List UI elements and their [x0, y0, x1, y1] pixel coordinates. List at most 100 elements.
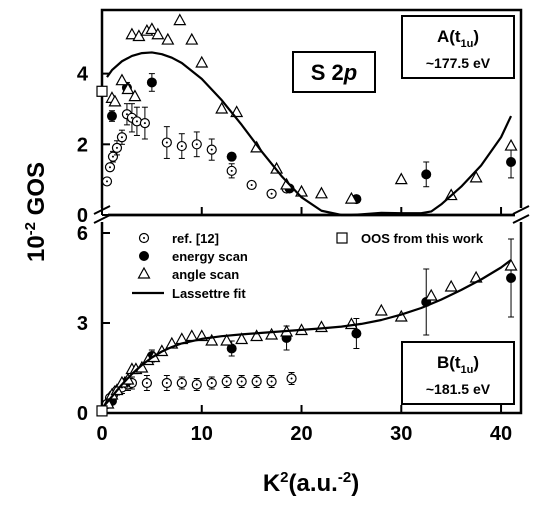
panel-a-ref-12-point-2-dot [111, 155, 114, 158]
panel-a-ref-12-point-3-dot [115, 146, 118, 149]
legend: ref. [12] energy scan angle scan Lassett… [132, 231, 484, 301]
panel-b-ref-12-point-11-dot [210, 382, 213, 384]
panel-a-ref-12-point-1-dot [108, 166, 111, 169]
legend-ref-label: ref. [12] [172, 231, 219, 246]
axis-break-right [512, 205, 530, 224]
panel-b-angle-scan-point-16 [220, 333, 234, 346]
y-tick-label-b-3: 3 [77, 313, 88, 335]
legend-ref-marker [138, 232, 150, 244]
panel-a-energy-scan-point-7 [506, 156, 517, 167]
panel-a-fit-line [106, 51, 513, 217]
panel-b-angle-scan-point-27 [444, 279, 458, 292]
panel-a-angle-scan-point-1 [108, 94, 122, 107]
legend-angle-marker [137, 266, 151, 279]
panel-b-label: B(t1u) [437, 353, 479, 376]
panel-b-ref-12-point-8-dot [165, 382, 168, 384]
panel-a-angle-scan-point-9 [151, 27, 165, 40]
panel-b-ref-12-point-14-dot [255, 380, 258, 383]
panel-a-ref-12-point-14-dot [250, 183, 253, 186]
y-tick-label-a-2: 2 [77, 134, 88, 156]
y-axis-title: 10-2 GOS [22, 162, 50, 262]
panel-b-energy: ~181.5 eV [426, 381, 491, 397]
panel-b-angle-scan-point-18 [250, 329, 264, 342]
panel-a-angle-scan-point-14 [215, 101, 229, 114]
panel-a-angle-scan-point-4 [125, 27, 139, 40]
panel-b-ref-12-point-7-dot [145, 382, 148, 384]
y-tick-label-a-4: 4 [77, 64, 89, 86]
panel-a-ref-12-point-8-dot [143, 122, 146, 125]
legend-energy-label: energy scan [172, 249, 248, 264]
panel-b-oos-from-this-work-point-0 [96, 405, 108, 417]
panel-b-ref-12-point-10-dot [195, 383, 198, 386]
panel-a-angle-scan-point-21 [344, 191, 358, 204]
x-tick-label-0: 0 [96, 423, 107, 445]
panel-a-ref-12-point-0-dot [105, 180, 108, 183]
panel-b-energy-scan-point-7 [506, 273, 517, 283]
panel-a-angle-scan-point-22 [394, 172, 408, 185]
panel-a-energy-scan-point-2 [146, 77, 157, 88]
panel-a-angle-scan-point-20 [314, 186, 328, 199]
panel-a-label-box [401, 15, 515, 79]
panel-b-angle-scan-point-13 [185, 329, 199, 342]
y-tick-label-b-0: 0 [77, 403, 88, 425]
panel-a-angle-scan-point-2 [115, 73, 129, 86]
panel-a-energy-scan-point-6 [421, 169, 432, 180]
legend-angle-label: angle scan [172, 267, 239, 282]
legend-fit-label: Lassettre fit [172, 286, 246, 301]
panel-a-angle-scan-point-3 [121, 82, 135, 95]
panel-b-ref-12-point-12-dot [225, 380, 228, 383]
panel-a-ref-12-point-10-dot [180, 145, 183, 148]
panel-a-data [96, 13, 518, 217]
panel-a-energy-scan-point-0 [106, 111, 117, 122]
panel-a-ref-12-point-6-dot [130, 116, 133, 119]
x-tick-label-10: 10 [191, 423, 213, 445]
y-tick-label-b-6: 6 [77, 223, 88, 245]
panel-a-ref-12-point-9-dot [165, 141, 168, 144]
panel-a-ref-12-point-13-dot [230, 169, 233, 172]
legend-oos-label: OOS from this work [361, 231, 484, 246]
panel-b-energy-scan-point-3 [226, 343, 237, 354]
panel-a-angle-scan-point-10 [161, 32, 175, 45]
panel-b-angle-scan-point-29 [504, 258, 518, 271]
panel-a-oos-from-this-work-point-0 [96, 85, 108, 97]
panel-b-ref-12-point-15-dot [270, 380, 273, 383]
panel-b-frame [100, 213, 523, 415]
legend-oos-marker [336, 232, 348, 244]
panel-a-ref-12-point-7-dot [135, 120, 138, 123]
x-tick-label-40: 40 [490, 423, 512, 445]
panel-a-ref-12-point-5-dot [125, 113, 128, 116]
s2p-box [292, 51, 376, 93]
panel-b-angle-scan-point-19 [265, 327, 279, 340]
panel-a-energy-scan-point-3 [226, 151, 237, 162]
x-axis-title: K2(a.u.-2) [263, 469, 359, 497]
panel-b-angle-scan-point-26 [424, 288, 438, 301]
panel-b-angle-scan-point-17 [235, 332, 249, 345]
panel-b-ref-12-point-16-dot [290, 377, 293, 380]
x-tick-label-30: 30 [390, 423, 412, 445]
panel-b-energy-scan-point-5 [351, 328, 362, 339]
panel-a-angle-scan-point-13 [195, 55, 209, 68]
panel-b-ref-12-point-13-dot [240, 380, 243, 383]
x-tick-label-20: 20 [290, 423, 312, 445]
panel-a-ref-12-point-11-dot [195, 143, 198, 146]
panel-b-angle-scan-point-15 [205, 333, 219, 346]
panel-a-energy: ~177.5 eV [426, 55, 491, 71]
panel-a-label: A(t1u) [437, 27, 479, 50]
axis-break-left [93, 205, 111, 224]
panel-a-angle-scan-point-8 [145, 22, 159, 35]
panel-a-ref-12-point-4-dot [120, 136, 123, 139]
panel-b-fit-line [101, 259, 512, 410]
s2p-label: S 2p [311, 60, 357, 85]
panel-a-angle-scan-point-11 [173, 13, 187, 26]
panel-a-ref-12-point-12-dot [210, 148, 213, 151]
panel-a-angle-scan-point-25 [504, 138, 518, 151]
panel-a-angle-scan-point-12 [185, 32, 199, 45]
panel-a-angle-scan-point-5 [128, 89, 142, 102]
panel-b-ref-12-point-9-dot [180, 382, 183, 384]
legend-energy-marker [139, 251, 149, 261]
panel-a-ref-12-point-15-dot [270, 192, 273, 195]
panel-a-angle-scan-point-24 [469, 170, 483, 183]
panel-b-label-box [401, 341, 515, 405]
